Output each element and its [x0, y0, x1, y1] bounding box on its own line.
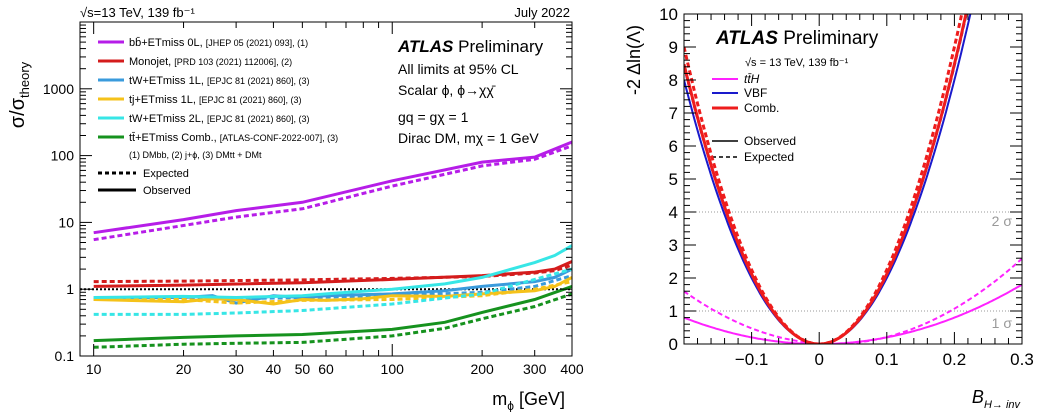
- left-header-energy: √s=13 TeV, 139 fb⁻¹: [80, 5, 196, 20]
- right-x-tick-label: 0: [814, 350, 823, 369]
- right-y-tick-label: 3: [669, 236, 678, 255]
- right-y-tick-label: 4: [669, 203, 678, 222]
- right-series-2-observed: [684, 14, 972, 344]
- right-plot: 0 1 2 3 4 5 6 7 8 9 10 −0.1 0 0.1 0.2 0.3: [659, 5, 1034, 369]
- left-legend: bb̄+ETmiss 0L, [JHEP 05 (2021) 093], (1)…: [98, 36, 338, 197]
- left-info-scalar: Scalar ϕ, ϕ→χχ̄: [398, 82, 496, 98]
- left-x-tick-label: 50: [295, 361, 311, 377]
- left-y-tick-label: 0.1: [55, 348, 75, 364]
- left-x-tick-label: 40: [266, 361, 282, 377]
- right-atlas-label: ATLAS Preliminary: [715, 28, 879, 49]
- right-y-tick-label: 7: [669, 104, 678, 123]
- right-y-tick-label: 9: [669, 38, 678, 57]
- right-x-tick-label: 0.1: [875, 350, 899, 369]
- right-x-tick-label: 0.3: [1010, 350, 1034, 369]
- left-series-2-observed: [93, 260, 573, 288]
- right-plot-frame: [683, 13, 1023, 345]
- right-y-tick-label: 8: [669, 71, 678, 90]
- left-y-tick-label: 1: [66, 281, 74, 297]
- left-x-tick-label: 400: [560, 361, 584, 377]
- legend-tth: tt̄H: [744, 72, 760, 86]
- right-series-3-expected: [684, 14, 968, 344]
- legend-expected-r: Expected: [744, 150, 794, 164]
- right-legend: tt̄H VBF Comb. Observed Expected: [712, 72, 796, 164]
- legend-tw2l: tW+ETmiss 2L, [EPJC 81 (2021) 860], (3): [129, 113, 310, 125]
- left-info-dm: Dirac DM, mχ = 1 GeV: [398, 130, 539, 146]
- left-panel: √s=13 TeV, 139 fb⁻¹ July 2022 σ/σtheory …: [7, 5, 570, 413]
- left-x-axis-label: mϕ [GeV]: [492, 389, 565, 412]
- right-series-0-observed: [684, 283, 1022, 344]
- right-series-4-observed: [684, 14, 968, 344]
- left-x-tick-label: 10: [86, 361, 102, 377]
- legend-ttcomb: tt̄+ETmiss Comb., [ATLAS-CONF-2022-007],…: [129, 132, 338, 144]
- left-y-tick-label: 1000: [43, 81, 74, 97]
- right-x-tick-label: 0.2: [943, 350, 967, 369]
- left-x-tick-label: 60: [318, 361, 334, 377]
- left-header-date: July 2022: [514, 5, 570, 20]
- left-x-tick-label: 200: [470, 361, 494, 377]
- left-series-10-observed: [93, 284, 573, 343]
- legend-vbf: VBF: [744, 86, 767, 100]
- legend-tw1l: tW+ETmiss 1L, [EPJC 81 (2021) 860], (3): [129, 75, 310, 87]
- legend-footnote: (1) DMbb, (2) j+ϕ, (3) DMtt + DMt: [129, 150, 262, 160]
- legend-bb0l: bb̄+ETmiss 0L, [JHEP 05 (2021) 093], (1): [129, 36, 308, 49]
- legend-tj1l: tj+ETmiss 1L, [EPJC 81 (2021) 860], (3): [129, 94, 302, 106]
- right-y-tick-label: 1: [669, 302, 678, 321]
- right-y-tick-label: 6: [669, 137, 678, 156]
- left-x-tick-label: 300: [523, 361, 547, 377]
- one-sigma-label: 1 σ: [992, 315, 1013, 331]
- left-y-tick-label: 10: [58, 214, 74, 230]
- left-x-tick-label: 100: [381, 361, 405, 377]
- right-y-axis-label: -2 Δln(Λ): [624, 25, 644, 95]
- legend-monojet: Monojet, [PRD 103 (2021) 112006], (2): [129, 56, 292, 68]
- right-x-axis-label: BH→ inv: [972, 387, 1022, 411]
- left-series-7-expected: [93, 280, 573, 305]
- left-info-couplings: gq = gχ = 1: [398, 109, 469, 125]
- legend-comb: Comb.: [744, 101, 779, 115]
- left-series-11-expected: [93, 292, 573, 349]
- left-series-1-expected: [93, 144, 573, 242]
- left-y-axis-label: σ/σtheory: [7, 61, 32, 128]
- legend-expected: Expected: [143, 168, 189, 180]
- right-series-5-expected: [684, 14, 964, 344]
- two-sigma-label: 2 σ: [992, 213, 1013, 229]
- right-y-tick-label: 10: [659, 5, 678, 24]
- right-x-tick-label: −0.1: [735, 350, 769, 369]
- left-series-9-expected: [93, 267, 573, 316]
- left-plot: 0.1 1 10 100 1000 10 20 30 40 50 60 100 200 300 400: [43, 21, 584, 377]
- left-info-cl: All limits at 95% CL: [398, 61, 519, 77]
- left-x-tick-label: 30: [228, 361, 244, 377]
- right-energy-label: √s = 13 TeV, 139 fb⁻¹: [745, 57, 849, 69]
- right-y-tick-label: 5: [669, 170, 678, 189]
- left-series-0-observed: [93, 140, 573, 235]
- left-x-tick-label: 20: [176, 361, 192, 377]
- legend-observed: Observed: [143, 185, 191, 197]
- left-atlas-label: ATLAS Preliminary: [397, 37, 544, 56]
- left-series-3-expected: [93, 263, 573, 284]
- left-series-8-observed: [93, 244, 573, 300]
- legend-observed-r: Observed: [744, 134, 796, 148]
- right-curves: [684, 14, 1022, 344]
- right-y-tick-label: 0: [669, 335, 678, 354]
- right-series-1-expected: [684, 257, 1022, 344]
- left-y-tick-label: 100: [51, 148, 75, 164]
- right-y-tick-label: 2: [669, 269, 678, 288]
